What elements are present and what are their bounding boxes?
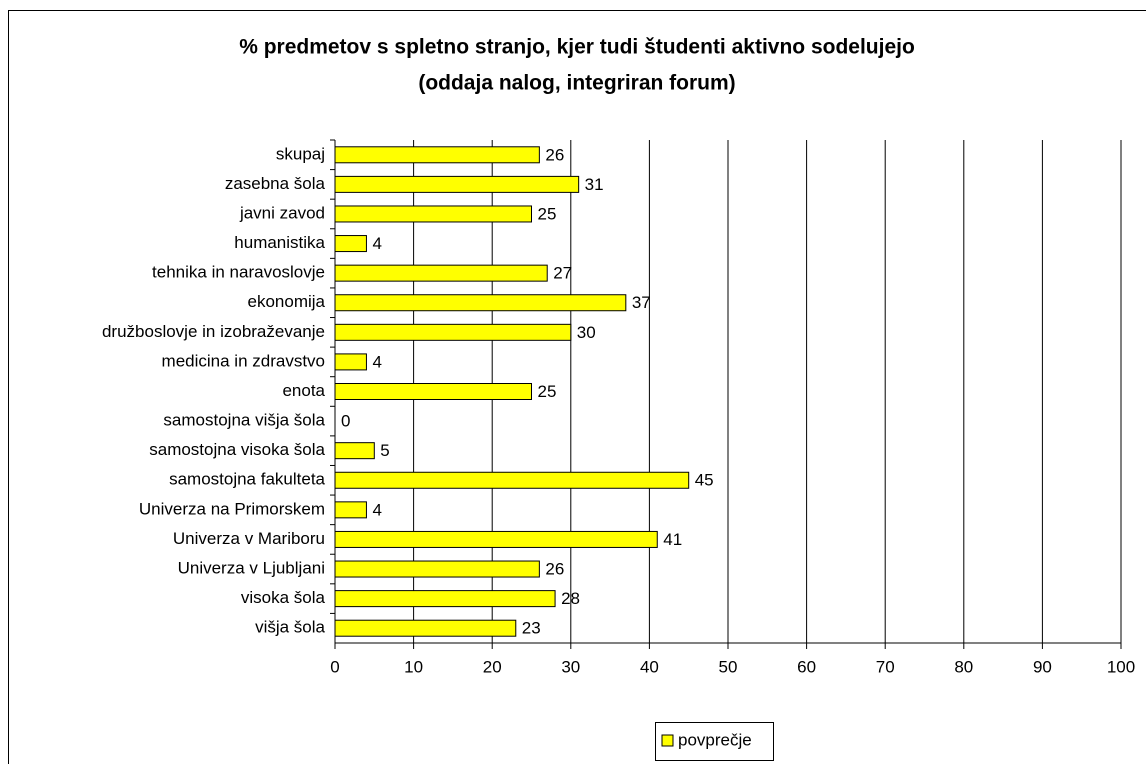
y-tick-label: visoka šola <box>241 588 326 607</box>
bar <box>334 471 690 489</box>
x-tick-label: 60 <box>797 657 816 676</box>
chart-subtitle: (oddaja nalog, integriran forum) <box>418 72 735 95</box>
bar <box>334 501 367 519</box>
bar <box>334 264 548 282</box>
y-tick-label: samostojna fakulteta <box>169 470 325 489</box>
y-tick-label: tehnika in naravoslovje <box>152 263 325 282</box>
bar <box>334 205 532 223</box>
bar <box>334 294 627 312</box>
data-label: 23 <box>522 619 541 638</box>
data-label: 4 <box>372 500 381 519</box>
y-tick-label: enota <box>282 381 325 400</box>
y-tick-label: samostojna visoka šola <box>149 440 325 459</box>
data-label: 5 <box>380 441 389 460</box>
x-tick-label: 10 <box>404 657 423 676</box>
bar <box>334 175 580 193</box>
bar <box>334 383 532 400</box>
data-label: 4 <box>372 352 381 371</box>
y-tick-label: humanistika <box>234 233 325 252</box>
data-label: 28 <box>561 589 580 608</box>
x-tick-label: 30 <box>561 657 580 676</box>
legend-box <box>655 722 774 761</box>
x-tick-label: 40 <box>640 657 659 676</box>
data-label: 4 <box>372 234 381 253</box>
x-tick-label: 80 <box>954 657 973 676</box>
bar <box>334 560 540 578</box>
x-tick-label: 90 <box>1033 657 1052 676</box>
chart-title: % predmetov s spletno stranjo, kjer tudi… <box>239 36 915 59</box>
bar <box>334 235 367 253</box>
x-tick-label: 0 <box>330 657 339 676</box>
y-tick-label: medicina in zdravstvo <box>162 351 325 370</box>
y-tick-label: Univerza v Ljubljani <box>178 559 325 578</box>
data-label: 25 <box>538 204 557 223</box>
y-tick-label: javni zavod <box>239 203 325 222</box>
bar <box>334 146 540 164</box>
data-label: 41 <box>663 530 682 549</box>
bar <box>334 619 517 637</box>
y-tick-label: skupaj <box>276 144 325 163</box>
data-label: 26 <box>545 560 564 579</box>
y-tick-label: samostojna višja šola <box>163 411 325 430</box>
y-tick-label: zasebna šola <box>225 174 326 193</box>
data-label: 45 <box>695 471 714 490</box>
y-tick-label: Univerza na Primorskem <box>139 499 325 518</box>
x-tick-label: 100 <box>1107 657 1135 676</box>
bar <box>334 323 572 341</box>
y-tick-label: višja šola <box>255 618 325 637</box>
chart-border <box>8 10 1146 764</box>
bar <box>334 590 556 608</box>
data-label: 27 <box>553 264 572 283</box>
y-tick-label: družboslovje in izobraževanje <box>102 322 325 341</box>
data-label: 0 <box>341 412 350 431</box>
bar <box>334 530 658 548</box>
x-tick-label: 70 <box>876 657 895 676</box>
data-label: 31 <box>585 175 604 194</box>
y-tick-label: Univerza v Mariboru <box>173 529 325 548</box>
legend-swatch <box>661 734 674 747</box>
x-tick-label: 20 <box>483 657 502 676</box>
y-tick-label: ekonomija <box>248 292 326 311</box>
legend-label: povprečje <box>678 730 752 749</box>
x-tick-label: 50 <box>719 657 738 676</box>
bar <box>334 442 375 460</box>
bar <box>334 353 367 371</box>
data-label: 26 <box>545 145 564 164</box>
data-label: 30 <box>577 323 596 342</box>
data-label: 37 <box>632 293 651 312</box>
data-label: 25 <box>538 382 557 401</box>
